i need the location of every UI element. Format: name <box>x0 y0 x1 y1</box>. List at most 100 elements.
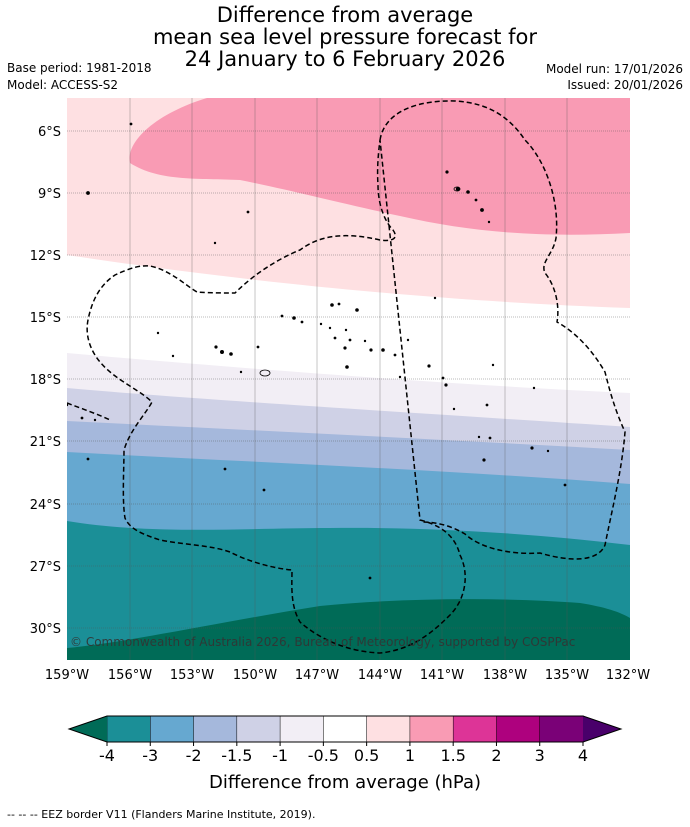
island <box>171 354 175 358</box>
island <box>214 345 218 349</box>
lat-label: 15°S <box>30 311 61 326</box>
island <box>344 328 348 332</box>
island <box>93 418 97 422</box>
colorbar-tick-label: -1.5 <box>221 746 252 765</box>
lon-label: 156°W <box>108 668 152 683</box>
colorbar-tick-label: 1.5 <box>440 746 465 765</box>
island <box>86 191 90 195</box>
island <box>229 352 233 356</box>
colorbar-tick-label: 3 <box>535 746 545 765</box>
copyright-text: © Commonwealth of Australia 2026, Bureau… <box>70 635 575 649</box>
lon-label: 135°W <box>545 668 589 683</box>
colorbar-swatch <box>539 715 584 743</box>
island <box>488 436 492 440</box>
title-line-2: mean sea level pressure forecast for <box>152 25 538 49</box>
colorbar-swatch <box>106 715 152 743</box>
eez-legend: -- -- -- EEZ border V11 (Flanders Marine… <box>7 808 316 821</box>
lon-label: 153°W <box>170 668 214 683</box>
lat-label: 9°S <box>38 187 61 202</box>
lat-label: 18°S <box>30 373 61 388</box>
island-atoll <box>453 186 461 192</box>
colorbar-tick-label: -0.5 <box>308 746 339 765</box>
island <box>333 336 337 340</box>
island <box>219 349 224 354</box>
island <box>337 302 341 306</box>
island <box>563 483 567 487</box>
colorbar: -4 -3 -2 -1.5 -1 -0.5 0.5 1 1.5 2 3 4 Difference fr… <box>67 715 623 793</box>
colorbar-title: Difference from average (hPa) <box>209 772 481 793</box>
island <box>487 220 491 224</box>
colorbar-low-extend <box>69 716 107 742</box>
island <box>355 308 359 312</box>
colorbar-swatch <box>236 715 281 743</box>
lat-label: 6°S <box>38 125 61 140</box>
island <box>156 331 160 335</box>
island <box>345 365 349 369</box>
lon-label: 147°W <box>295 668 339 683</box>
base-period: Base period: 1981-2018 <box>7 61 152 75</box>
colorbar-high-extend <box>583 716 621 742</box>
lon-label: 138°W <box>483 668 527 683</box>
colorbar-swatch <box>452 715 498 743</box>
island <box>474 198 478 202</box>
title-line-3: 24 January to 6 February 2026 <box>184 47 506 71</box>
colorbar-swatch <box>323 715 368 743</box>
island-atoll <box>259 369 271 377</box>
lat-label: 12°S <box>30 249 61 264</box>
island <box>67 403 69 407</box>
island <box>427 364 431 368</box>
island <box>546 449 550 453</box>
island <box>239 370 243 374</box>
lat-label: 24°S <box>30 498 61 513</box>
title-line-1: Difference from average <box>216 3 474 27</box>
lon-label: 150°W <box>233 668 277 683</box>
colorbar-tick-label: -4 <box>99 746 115 765</box>
island <box>369 348 373 352</box>
island <box>368 576 372 580</box>
colorbar-swatch <box>193 715 238 743</box>
colorbar-swatch <box>150 715 195 743</box>
lat-label: 30°S <box>30 622 61 637</box>
colorbar-tick-label: 0.5 <box>354 746 379 765</box>
model-name: Model: ACCESS-S2 <box>7 78 119 92</box>
lon-label: 132°W <box>606 668 650 683</box>
lon-label: 144°W <box>358 668 402 683</box>
colorbar-swatches <box>106 715 584 743</box>
island <box>482 458 486 462</box>
island <box>444 383 448 387</box>
island <box>223 467 227 471</box>
colorbar-tick-label: 2 <box>491 746 501 765</box>
island <box>328 326 332 330</box>
colorbar-swatch <box>409 715 454 743</box>
colorbar-swatch <box>496 715 541 743</box>
island <box>398 375 402 379</box>
island <box>292 316 296 320</box>
map-plot: © Commonwealth of Australia 2026, Bureau… <box>67 98 630 660</box>
island <box>406 338 410 342</box>
island <box>393 353 397 357</box>
lon-label: 159°W <box>45 668 89 683</box>
eez-border-west <box>67 402 111 421</box>
island <box>441 376 445 380</box>
lat-label: 27°S <box>30 560 61 575</box>
band-below-neg4 <box>67 599 630 660</box>
island <box>319 322 323 326</box>
colorbar-tick-label: -1 <box>272 746 288 765</box>
island <box>466 190 470 194</box>
island <box>491 363 495 367</box>
island <box>300 320 304 324</box>
colorbar-ticks: -4 -3 -2 -1.5 -1 -0.5 0.5 1 1.5 2 3 4 <box>99 742 588 765</box>
island <box>445 170 449 174</box>
lat-axis: 6°S 9°S 12°S 15°S 18°S 21°S 24°S 27°S 30… <box>30 125 61 637</box>
colorbar-swatch <box>279 715 325 743</box>
island <box>363 339 367 343</box>
island <box>262 488 266 492</box>
island <box>452 407 456 411</box>
island <box>86 457 90 461</box>
island <box>480 208 484 212</box>
island <box>213 241 217 245</box>
island <box>256 345 260 349</box>
island <box>246 210 250 214</box>
map-figure: © Commonwealth of Australia 2026, Bureau… <box>30 98 650 793</box>
island <box>477 435 481 439</box>
